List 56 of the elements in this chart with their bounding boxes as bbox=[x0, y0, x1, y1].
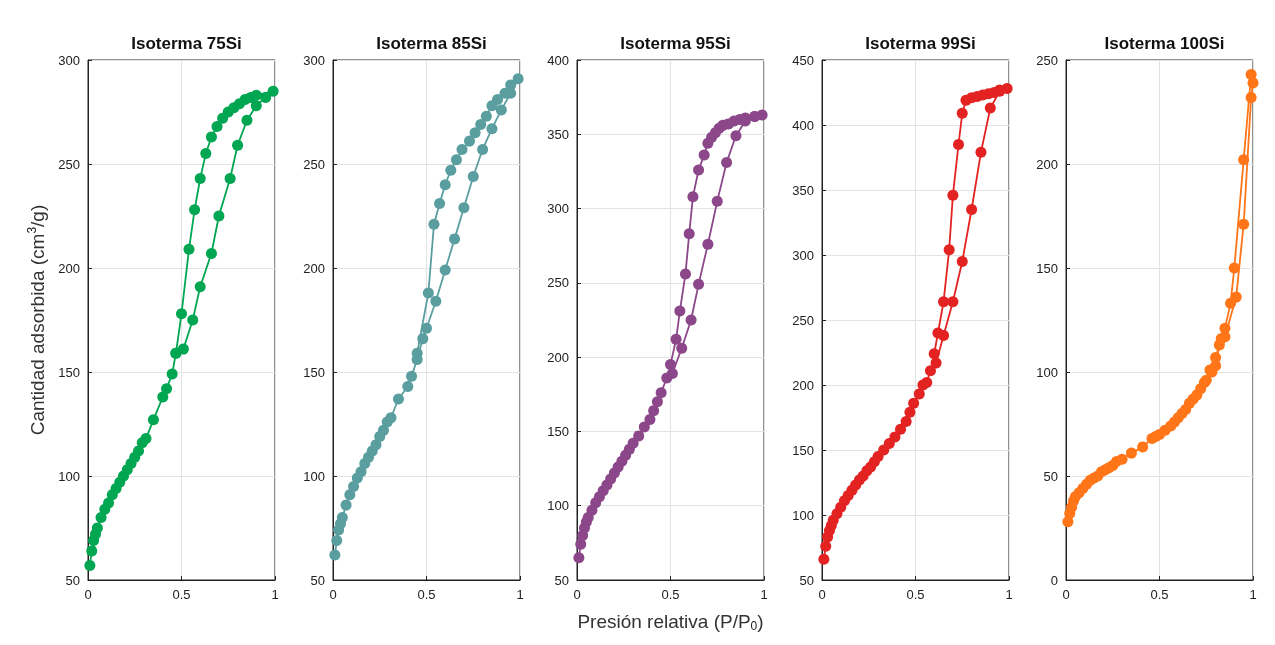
y-tick-label: 250 bbox=[58, 156, 80, 172]
y-tick-label: 100 bbox=[303, 468, 325, 484]
y-tick-label: 50 bbox=[1043, 468, 1058, 484]
y-tick-label: 300 bbox=[792, 247, 814, 263]
y-tick-label: 300 bbox=[303, 52, 325, 68]
y-tick-label: 50 bbox=[799, 572, 814, 588]
y-tick-label: 200 bbox=[58, 260, 80, 276]
y-tick-label: 100 bbox=[792, 507, 814, 523]
x-tick-label: 0 bbox=[573, 587, 581, 602]
y-tick-label: 100 bbox=[58, 468, 80, 484]
x-tick-label: 1 bbox=[516, 587, 524, 602]
x-tick-label: 0.5 bbox=[1150, 587, 1169, 602]
y-tick-label: 150 bbox=[1036, 260, 1058, 276]
x-tick-label: 0 bbox=[329, 587, 337, 602]
y-tick-label: 150 bbox=[58, 364, 80, 380]
x-tick-label: 0 bbox=[1062, 587, 1070, 602]
y-tick-label: 300 bbox=[58, 52, 80, 68]
x-tick-label: 0.5 bbox=[417, 587, 436, 602]
y-tick-label: 200 bbox=[303, 260, 325, 276]
y-axis-title: Cantidad adsorbida (cm3/g) bbox=[25, 204, 48, 436]
y-tick-label: 0 bbox=[1050, 572, 1058, 588]
y-tick-label: 250 bbox=[792, 312, 814, 328]
y-tick-label: 300 bbox=[547, 201, 569, 217]
y-tick-label: 200 bbox=[792, 377, 814, 393]
y-tick-label: 250 bbox=[1036, 52, 1058, 68]
x-tick-label: 0.5 bbox=[661, 587, 680, 602]
y-tick-label: 50 bbox=[310, 572, 325, 588]
y-tick-label: 100 bbox=[1036, 364, 1058, 380]
y-tick-label: 250 bbox=[547, 275, 569, 291]
y-tick-label: 150 bbox=[792, 442, 814, 458]
y-tick-label: 350 bbox=[547, 126, 569, 142]
x-tick-label: 0 bbox=[84, 587, 92, 602]
y-tick-label: 450 bbox=[792, 52, 814, 68]
y-tick-label: 100 bbox=[547, 498, 569, 514]
y-tick-label: 200 bbox=[547, 349, 569, 365]
x-tick-label: 0.5 bbox=[906, 587, 925, 602]
chart-title: Isoterma 95Si bbox=[620, 34, 731, 53]
chart-title: Isoterma 85Si bbox=[376, 34, 487, 53]
y-tick-label: 400 bbox=[792, 117, 814, 133]
chart-title: Isoterma 99Si bbox=[865, 34, 976, 53]
x-tick-label: 1 bbox=[760, 587, 768, 602]
x-tick-label: 0.5 bbox=[172, 587, 191, 602]
y-tick-label: 150 bbox=[303, 364, 325, 380]
y-tick-label: 50 bbox=[554, 572, 569, 588]
y-tick-label: 400 bbox=[547, 52, 569, 68]
chart-title: Isoterma 75Si bbox=[131, 34, 242, 53]
x-tick-label: 1 bbox=[271, 587, 279, 602]
x-tick-label: 1 bbox=[1005, 587, 1013, 602]
y-tick-label: 50 bbox=[65, 572, 80, 588]
y-tick-label: 350 bbox=[792, 182, 814, 198]
chart-title: Isoterma 100Si bbox=[1104, 34, 1225, 53]
y-tick-label: 250 bbox=[303, 156, 325, 172]
x-tick-label: 0 bbox=[818, 587, 826, 602]
x-tick-label: 1 bbox=[1249, 587, 1257, 602]
y-tick-label: 200 bbox=[1036, 156, 1058, 172]
y-tick-label: 150 bbox=[547, 423, 569, 439]
